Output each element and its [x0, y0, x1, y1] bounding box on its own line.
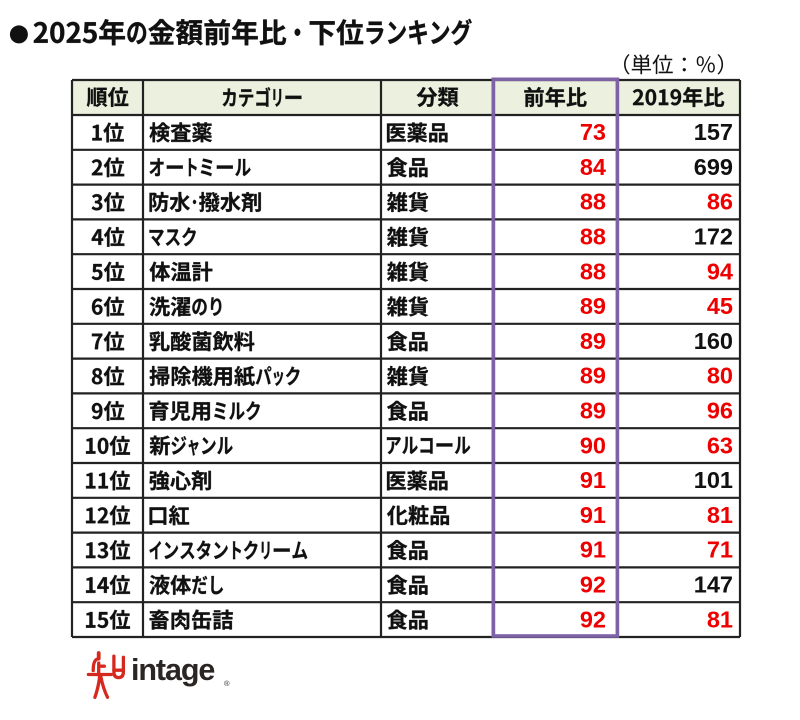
svg-text:81: 81	[707, 502, 733, 528]
svg-text:160: 160	[694, 328, 733, 354]
svg-text:92: 92	[580, 606, 606, 632]
svg-text:®: ®	[224, 679, 230, 688]
svg-text:147: 147	[694, 572, 733, 598]
svg-text:86: 86	[707, 189, 733, 215]
svg-text:91: 91	[580, 537, 606, 563]
svg-text:96: 96	[707, 398, 733, 424]
svg-text:94: 94	[707, 258, 733, 284]
svg-text:71: 71	[707, 537, 733, 563]
svg-text:91: 91	[580, 467, 606, 493]
svg-text:89: 89	[580, 398, 606, 424]
svg-text:intage: intage	[131, 653, 214, 687]
svg-text:63: 63	[707, 432, 733, 458]
svg-text:89: 89	[580, 293, 606, 319]
svg-text:699: 699	[694, 154, 733, 180]
svg-text:157: 157	[694, 119, 733, 145]
svg-text:172: 172	[694, 224, 733, 250]
svg-text:88: 88	[580, 189, 606, 215]
svg-text:73: 73	[580, 119, 606, 145]
svg-text:89: 89	[580, 363, 606, 389]
svg-text:88: 88	[580, 258, 606, 284]
svg-text:90: 90	[580, 432, 606, 458]
svg-text:84: 84	[580, 154, 606, 180]
svg-text:91: 91	[580, 502, 606, 528]
svg-text:45: 45	[707, 293, 733, 319]
svg-text:92: 92	[580, 572, 606, 598]
svg-text:101: 101	[694, 467, 733, 493]
svg-text:81: 81	[707, 606, 733, 632]
svg-text:80: 80	[707, 363, 733, 389]
svg-text:88: 88	[580, 224, 606, 250]
svg-text:89: 89	[580, 328, 606, 354]
